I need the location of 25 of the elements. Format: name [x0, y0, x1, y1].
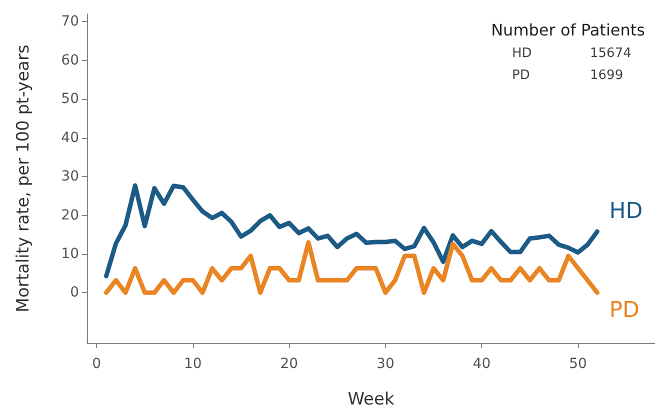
line-series: [104, 240, 600, 295]
x-tick-label: 50: [569, 356, 587, 372]
y-tick-label: 50: [61, 91, 79, 108]
series-label: PD: [609, 298, 640, 324]
x-tick-label: 10: [184, 356, 202, 372]
annotation: HD: [512, 46, 532, 61]
x-tick-label: 20: [280, 356, 298, 372]
x-tick-label: 30: [376, 356, 394, 372]
y-tick-label: 0: [70, 284, 79, 301]
x-tick-label: 40: [472, 356, 491, 372]
series-label: HD: [609, 199, 643, 224]
y-tick-label: 70: [61, 14, 79, 30]
y-tick-label: 10: [61, 246, 79, 262]
annotation: 1699: [590, 68, 624, 83]
y-tick-label: 20: [61, 207, 79, 224]
y-tick-label: 30: [61, 168, 79, 185]
y-tick-label: 40: [61, 130, 79, 146]
line-series: [104, 183, 600, 278]
y-tick-label: 60: [61, 52, 79, 68]
annotation: 15674: [590, 46, 632, 61]
x-axis-title: Week: [348, 390, 394, 410]
y-axis-title: Mortality rate, per 100 pt-years: [14, 44, 34, 312]
annotation: PD: [512, 68, 530, 83]
annotation: Number of Patients: [491, 20, 646, 40]
x-tick-label: 0: [92, 356, 102, 372]
